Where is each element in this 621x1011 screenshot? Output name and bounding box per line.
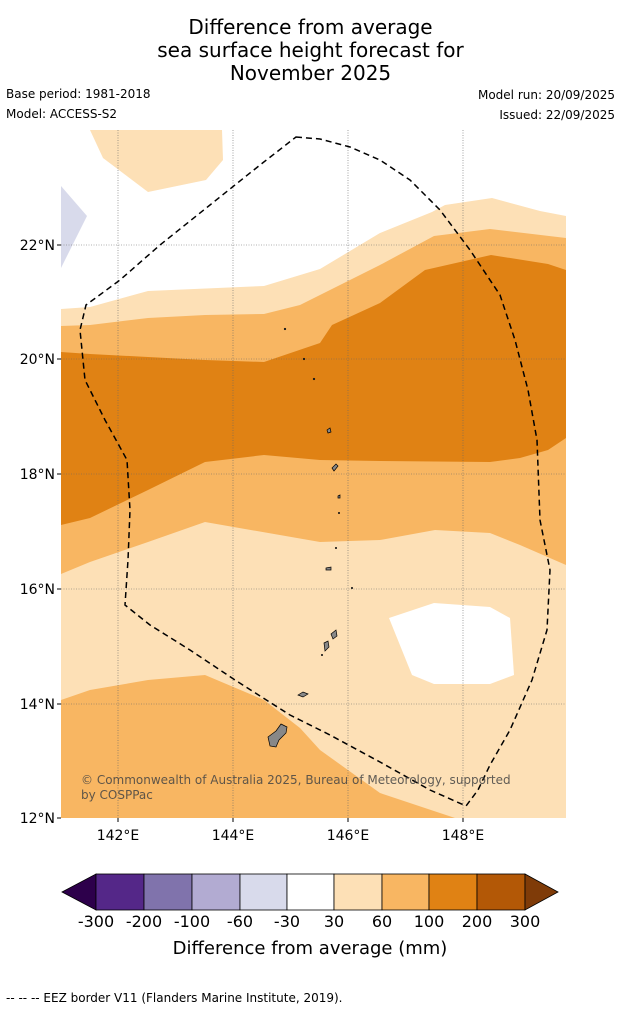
islet-1 (283, 327, 287, 331)
lat-label-12: 12°N (20, 811, 55, 827)
agrihan-island (326, 427, 332, 434)
colorbar-label: Difference from average (mm) (173, 938, 448, 959)
lat-label-16: 16°N (20, 582, 55, 598)
colorbar-swatch-9 (476, 873, 526, 911)
colorbar-tick-1: -300 (78, 912, 114, 931)
colorbar-tick-6: 30 (324, 912, 344, 931)
pagan-island (331, 463, 339, 472)
islet-5 (334, 546, 338, 550)
guam-island (267, 723, 288, 748)
colorbar-swatch-3 (191, 873, 241, 911)
band-60-100-south (61, 675, 455, 818)
islet-2 (302, 357, 306, 361)
lat-label-14: 14°N (20, 697, 55, 713)
lon-label-142: 142°E (97, 828, 140, 844)
alamagan-island (337, 494, 341, 499)
issued-date: Issued: 22/09/2025 (499, 108, 615, 122)
copyright-line-1: © Commonwealth of Australia 2025, Bureau… (81, 773, 511, 787)
tinian-island (323, 640, 330, 652)
anatahan-island (325, 566, 332, 571)
colorbar-tick-4: -60 (227, 912, 253, 931)
eez-footnote: -- -- -- EEZ border V11 (Flanders Marine… (6, 991, 343, 1005)
colorbar-swatch-4 (239, 873, 288, 911)
islet-7 (320, 653, 324, 657)
saipan-island (330, 629, 338, 640)
colorbar-tick-8: 100 (414, 912, 445, 931)
lon-labels: 142°E 144°E 146°E 148°E (97, 828, 485, 844)
model-run: Model run: 20/09/2025 (477, 88, 615, 102)
title-line-1: Difference from average (188, 15, 433, 39)
islet-4 (337, 511, 341, 515)
islet-6 (350, 586, 354, 590)
eez-border (79, 136, 551, 807)
rota-island (297, 691, 309, 698)
base-period: Base period: 1981-2018 (6, 87, 151, 101)
lat-labels: 22°N 20°N 18°N 16°N 14°N 12°N (20, 238, 55, 827)
model-name: Model: ACCESS-S2 (6, 107, 118, 121)
lon-label-148: 148°E (442, 828, 485, 844)
axis-ticks (57, 244, 464, 822)
band-neutral-blob (389, 603, 514, 684)
islands (267, 327, 354, 748)
lon-label-146: 146°E (327, 828, 370, 844)
sea-level-map: © Commonwealth of Australia 2025, Bureau… (61, 130, 566, 818)
lon-label-144: 144°E (212, 828, 255, 844)
colorbar-swatch-7 (381, 873, 430, 911)
colorbar-swatch-1 (95, 873, 145, 911)
colorbar-swatch-8 (428, 873, 478, 911)
colorbar-extend-high (524, 873, 559, 911)
colorbar-tick-7: 60 (372, 912, 392, 931)
title-line-3: November 2025 (229, 61, 392, 85)
gridlines (61, 130, 566, 818)
colorbar-swatch-5 (286, 873, 335, 911)
lat-label-22: 22°N (20, 238, 55, 254)
colorbar-tick-10: 300 (510, 912, 541, 931)
colorbar-tick-5: -30 (274, 912, 300, 931)
colorbar-extend-low (61, 873, 97, 911)
colorbar (61, 873, 559, 911)
colorbar-ticks: -300 -200 -100 -60 -30 30 60 100 200 300… (78, 912, 540, 959)
band-30-60-north-patch (90, 130, 223, 192)
title-line-2: sea surface height forecast for (157, 38, 464, 62)
colorbar-tick-3: -100 (174, 912, 210, 931)
band-100-200 (61, 255, 566, 525)
band-negative-patch (61, 186, 87, 268)
lat-label-18: 18°N (20, 467, 55, 483)
copyright-line-2: by COSPPac (81, 788, 153, 802)
islet-3 (312, 377, 316, 381)
lat-label-20: 20°N (20, 352, 55, 368)
colorbar-tick-9: 200 (462, 912, 493, 931)
colorbar-swatch-2 (143, 873, 193, 911)
colorbar-tick-2: -200 (126, 912, 162, 931)
colorbar-swatch-6 (333, 873, 383, 911)
